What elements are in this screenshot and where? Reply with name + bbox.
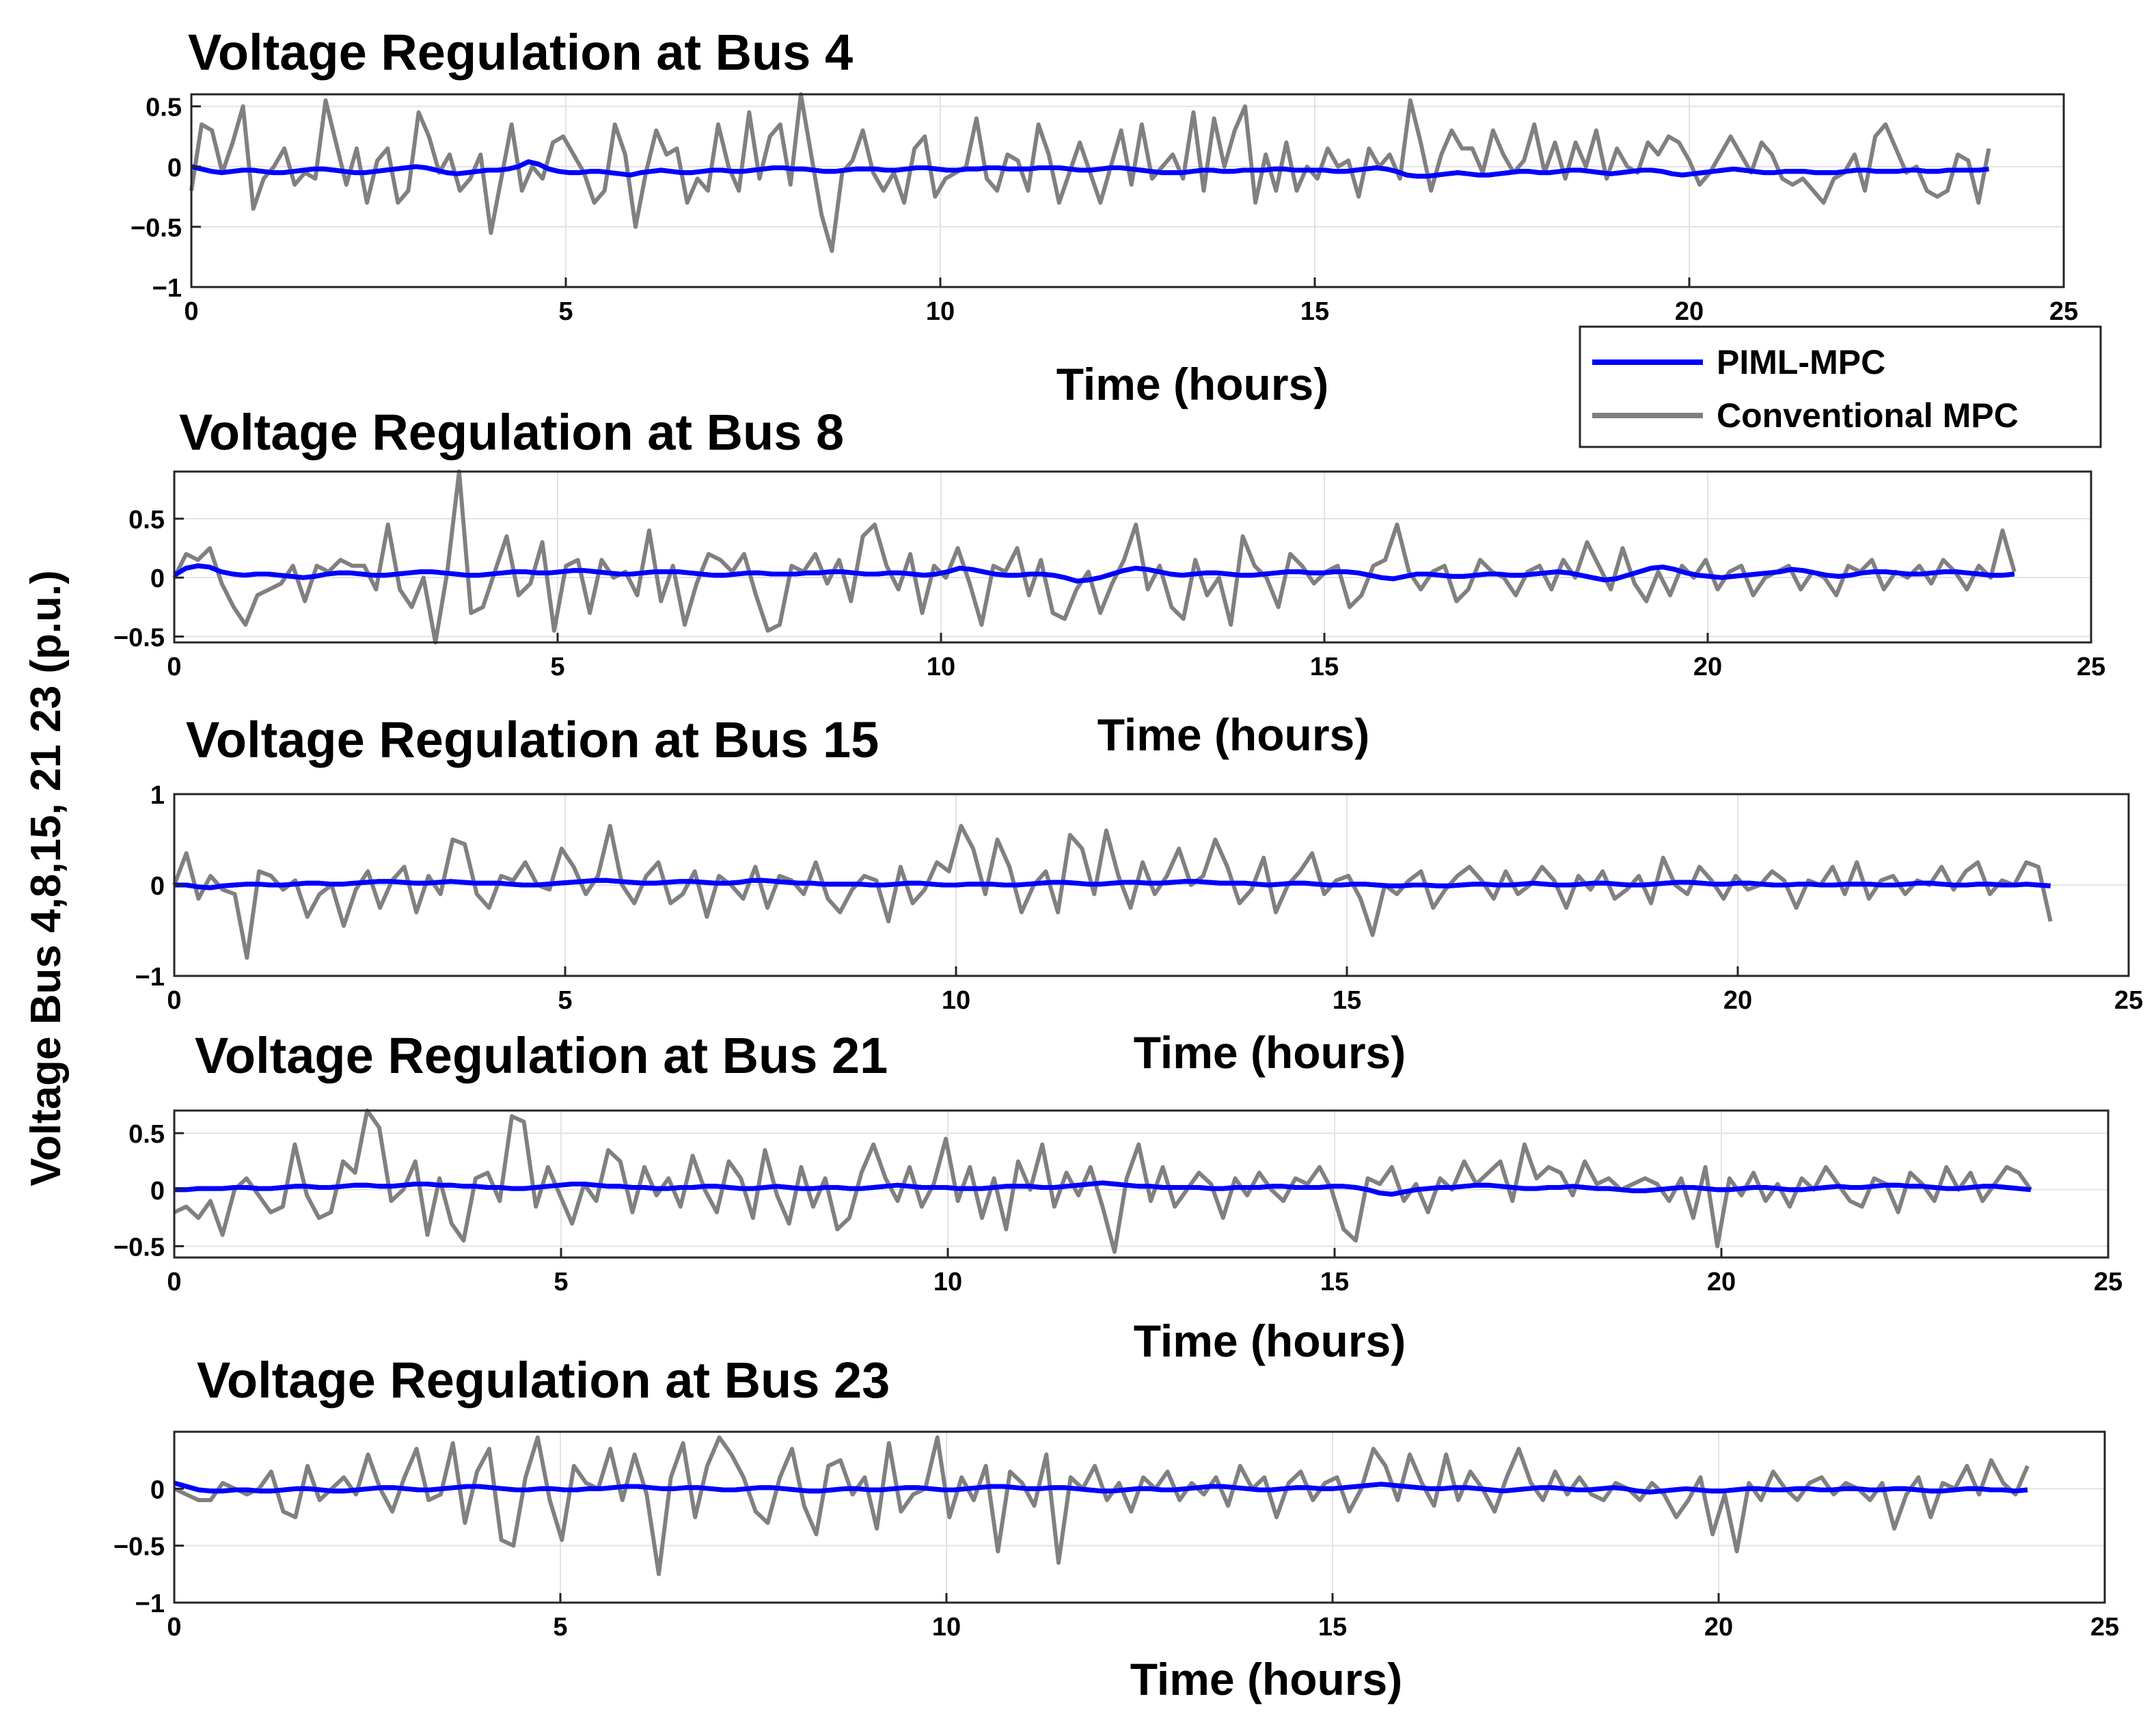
x-tick-label: 25 (2114, 986, 2143, 1015)
x-tick-label: 15 (1320, 1268, 1349, 1296)
y-tick-label: 0 (150, 1177, 165, 1206)
y-tick-label: −0.5 (113, 1533, 165, 1562)
y-tick-label: 0.5 (146, 94, 182, 122)
chart-title: Voltage Regulation at Bus 4 (188, 24, 853, 81)
x-tick-label: 25 (2077, 653, 2105, 681)
x-tick-label: 10 (933, 1268, 962, 1296)
y-tick-label: 0 (150, 1476, 165, 1504)
x-tick-label: 5 (558, 297, 573, 326)
x-tick-label: 15 (1300, 297, 1329, 326)
x-tick-label: 15 (1333, 986, 1361, 1015)
x-tick-label: 0 (167, 1613, 181, 1642)
y-tick-label: −1 (135, 1590, 165, 1618)
x-tick-label: 20 (1693, 653, 1722, 681)
x-tick-label: 15 (1318, 1613, 1347, 1642)
x-tick-label: 5 (550, 653, 564, 681)
x-axis-label: Time (hours) (1130, 1654, 1402, 1704)
series-line-piml-mpc-overlay (174, 1180, 2032, 1197)
legend-box (1579, 325, 2102, 448)
series-line-piml-mpc-overlay (174, 1480, 2028, 1495)
chart-title: Voltage Regulation at Bus 21 (195, 1027, 888, 1084)
y-tick-label: −0.5 (113, 1233, 165, 1262)
x-axis-label: Time (hours) (1097, 709, 1369, 760)
series-line-piml-mpc-overlay (191, 159, 1989, 179)
axes-box (173, 1109, 2110, 1259)
series-line-conventional-mpc (172, 824, 2053, 960)
x-tick-label: 20 (1723, 986, 1752, 1015)
y-tick-label: −0.5 (131, 214, 182, 243)
chart-title: Voltage Regulation at Bus 15 (186, 711, 879, 768)
x-tick-label: 0 (167, 653, 181, 681)
x-axis-label: Time (hours) (1056, 359, 1328, 409)
x-tick-label: 15 (1310, 653, 1339, 681)
chart-panel-3: Voltage Regulation at Bus 150 5 10 15 20 25−1… (135, 711, 2143, 1078)
y-tick-label: −1 (152, 274, 182, 303)
x-tick-label: 20 (1707, 1268, 1736, 1296)
axes-box (173, 1430, 2106, 1604)
series-line-conventional-mpc (172, 470, 2017, 644)
x-tick-label: 0 (167, 986, 181, 1015)
chart-title: Voltage Regulation at Bus 23 (197, 1352, 890, 1409)
series-line-conventional-mpc (189, 92, 1991, 254)
x-tick-label: 5 (553, 1613, 567, 1642)
x-tick-label: 20 (1675, 297, 1704, 326)
legend: PIML-MPC Conventional MPC (1579, 325, 2102, 448)
series-line-piml-mpc-overlay (174, 878, 2051, 890)
y-tick-label: −0.5 (113, 623, 165, 652)
x-tick-label: 10 (927, 653, 955, 681)
x-tick-label: 10 (942, 986, 970, 1015)
chart-title: Voltage Regulation at Bus 8 (179, 404, 844, 461)
series-line-piml-mpc-overlay (173, 563, 2015, 584)
x-axis-label: Time (hours) (1134, 1316, 1406, 1366)
x-tick-label: 5 (554, 1268, 568, 1296)
x-tick-label: 5 (558, 986, 572, 1015)
y-tick-label: 0 (167, 154, 182, 182)
y-tick-label: 0 (150, 872, 165, 901)
y-tick-label: 0.5 (128, 506, 165, 534)
y-tick-label: 0 (150, 565, 165, 593)
series-line-conventional-mpc (173, 1435, 2030, 1577)
x-tick-label: 25 (2090, 1613, 2119, 1642)
axes-box (190, 93, 2065, 288)
chart-panel-4: Voltage Regulation at Bus 21 0 5 10 15 20 25 −0… (113, 1027, 2123, 1366)
x-tick-label: 10 (932, 1613, 961, 1642)
y-tick-label: −1 (135, 963, 165, 992)
axes-box (173, 470, 2092, 644)
x-tick-label: 0 (167, 1268, 181, 1296)
x-tick-label: 25 (2094, 1268, 2123, 1296)
legend-label: PIML-MPC (1717, 343, 1885, 381)
chart-panel-2: Voltage Regulation at Bus 8 0 5 10 15 20 25 −0.… (113, 404, 2105, 760)
chart-panel-5: Voltage Regulation at Bus 23 0 5 10 15 20 25 −1… (113, 1352, 2119, 1704)
legend-label: Conventional MPC (1717, 396, 2019, 435)
figure-ylabel: Voltage Bus 4,8,15, 21 23 (p.u.) (23, 570, 70, 1186)
x-tick-label: 0 (184, 297, 198, 326)
chart-panel-1: Voltage Regulation at Bus 4 0 5 10 15 20 25 −1 −… (131, 24, 2078, 409)
y-tick-label: 0.5 (128, 1120, 165, 1149)
x-axis-label: Time (hours) (1134, 1027, 1406, 1078)
x-tick-label: 25 (2049, 297, 2078, 326)
y-tick-label: 1 (150, 781, 165, 810)
series-line-conventional-mpc (173, 1109, 2033, 1254)
x-tick-label: 20 (1704, 1613, 1733, 1642)
x-tick-label: 10 (926, 297, 955, 326)
